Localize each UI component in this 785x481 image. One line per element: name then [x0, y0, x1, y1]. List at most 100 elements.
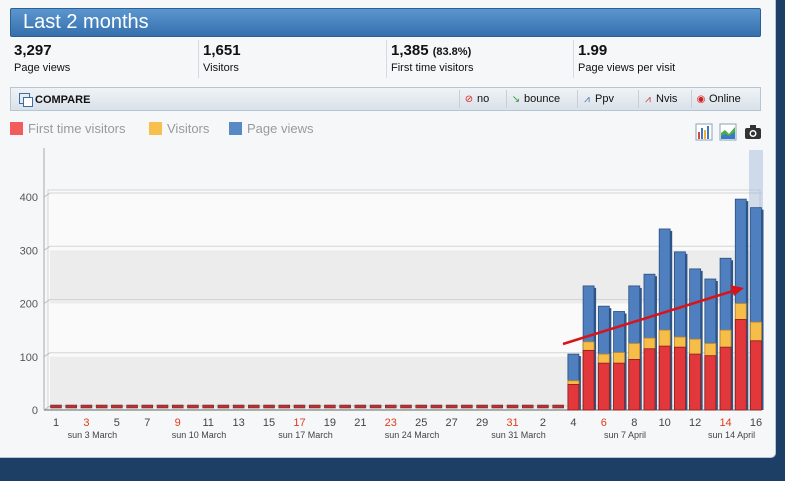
stat-value: 1,651 [203, 42, 241, 59]
bar-first-time-visitors [202, 404, 214, 409]
bar-first-time-visitors [232, 404, 245, 409]
stat-first-time-visitors: 1,385 (83.8%) First time visitors [387, 40, 574, 78]
compare-nvis-label: Nvis [656, 93, 678, 105]
bar-page-views-side [700, 270, 703, 410]
compare-bounce-button[interactable]: ↘ bounce [506, 90, 564, 108]
y-tick-label: 100 [20, 352, 38, 364]
bar-first-time-visitors [126, 404, 138, 409]
stat-label: First time visitors [391, 62, 474, 74]
trend-arrow-head [730, 285, 744, 296]
grid-depth [43, 192, 51, 198]
bar-first-time-visitors [156, 404, 169, 409]
grid-depth [43, 245, 51, 251]
bar-first-time-visitors [385, 404, 397, 409]
week-label: sun 3 March [68, 430, 118, 440]
bar-first-time-visitors [111, 404, 123, 409]
legend-label: Page views [247, 121, 314, 136]
compare-label: COMPARE [35, 94, 91, 106]
bar-first-time-visitors [597, 362, 610, 411]
week-label: sun 7 April [604, 430, 646, 440]
y-tick-label: 0 [32, 405, 38, 417]
bar-page-views-side [609, 308, 612, 410]
compare-online-label: Online [709, 93, 741, 105]
x-tick-label: 7 [144, 417, 150, 429]
bar-first-time-visitors [278, 404, 291, 409]
bar-first-time-visitors [50, 404, 62, 409]
compare-nvis-button[interactable]: ⩘ Nvis [638, 90, 681, 108]
trend-arrow-line [562, 288, 737, 346]
compare-toolbar: COMPARE ⊘ no ↘ bounce ⩘ Ppv ⩘ Nvis ◉ Online [10, 87, 761, 111]
stat-visitors: 1,651 Visitors [199, 40, 387, 78]
bar-first-time-visitors [734, 319, 747, 411]
x-tick-label: 21 [354, 417, 366, 429]
bar-first-time-visitors [263, 404, 275, 409]
x-tick-label: 3 [83, 417, 89, 429]
stats-row: 3,297 Page views 1,651 Visitors 1,385 (8… [10, 40, 761, 80]
nvis-chart-icon: ⩘ [645, 94, 651, 105]
bar-first-time-visitors [141, 404, 154, 409]
x-tick-label: 19 [324, 417, 336, 429]
x-tick-label: 2 [540, 417, 546, 429]
x-tick-label: 15 [263, 417, 275, 429]
legend-swatch [149, 122, 162, 135]
legend-visitors[interactable]: Visitors [149, 121, 209, 136]
bar-first-time-visitors [248, 404, 260, 409]
grid-depth [43, 352, 51, 358]
stats-panel: Last 2 months 3,297 Page views 1,651 Vis… [0, 0, 776, 458]
bar-first-time-visitors [445, 404, 458, 409]
bar-first-time-visitors [704, 355, 717, 411]
bar-first-time-visitors [643, 348, 656, 411]
bar-first-time-visitors [521, 404, 534, 409]
online-broadcast-icon: ◉ [696, 94, 706, 105]
bar-page-views-side [746, 201, 749, 410]
compare-online-button[interactable]: ◉ Online [691, 90, 745, 108]
bar-chart-icon[interactable] [695, 123, 713, 141]
bar-first-time-visitors [171, 404, 184, 409]
bar-first-time-visitors [537, 404, 549, 409]
stat-label: Page views [14, 62, 71, 74]
x-tick-label: 12 [689, 417, 701, 429]
grid-depth [43, 405, 51, 411]
bar-first-time-visitors [674, 346, 686, 411]
stat-value: 1,385 [391, 42, 429, 59]
bar-first-time-visitors [187, 404, 199, 409]
bar-first-time-visitors [80, 404, 93, 409]
legend-first-time-visitors[interactable]: First time visitors [10, 121, 126, 136]
bar-first-time-visitors [339, 404, 351, 409]
bar-first-time-visitors [415, 404, 427, 409]
bar-first-time-visitors [552, 404, 564, 409]
bar-page-views-side [578, 356, 581, 410]
bar-first-time-visitors [567, 384, 580, 411]
bar-page-views-side [670, 230, 673, 410]
week-label: sun 10 March [172, 430, 227, 440]
bar-first-time-visitors [217, 404, 230, 409]
bar-first-time-visitors [461, 404, 473, 409]
compare-ppv-button[interactable]: ⩘ Ppv [577, 90, 618, 108]
x-tick-label: 10 [659, 417, 671, 429]
bar-page-views-side [715, 281, 718, 410]
area-chart-icon[interactable] [719, 123, 737, 141]
week-label: sun 24 March [385, 430, 440, 440]
bar-first-time-visitors [582, 349, 595, 411]
bar-first-time-visitors [354, 404, 367, 409]
camera-icon[interactable] [744, 123, 762, 141]
stat-page-views: 3,297 Page views [10, 40, 199, 78]
compare-no-label: no [477, 93, 490, 105]
bar-page-views-side [685, 253, 688, 410]
x-tick-label: 5 [114, 417, 120, 429]
legend-page-views[interactable]: Page views [229, 121, 313, 136]
page-title: Last 2 months [10, 8, 761, 37]
stat-percent: (83.8%) [432, 46, 472, 58]
bar-first-time-visitors [369, 404, 382, 409]
compare-toggle[interactable]: COMPARE [19, 93, 91, 107]
bar-page-views-side [639, 287, 642, 410]
bar-page-views-side [731, 260, 734, 410]
x-tick-label: 23 [385, 417, 397, 429]
bar-first-time-visitors [476, 404, 488, 409]
bar-first-time-visitors [613, 362, 625, 411]
stat-value: 1.99 [578, 42, 608, 59]
bounce-icon: ↘ [511, 94, 521, 105]
compare-no-button[interactable]: ⊘ no [459, 90, 493, 108]
x-tick-label: 6 [601, 417, 607, 429]
bar-first-time-visitors [506, 404, 519, 409]
